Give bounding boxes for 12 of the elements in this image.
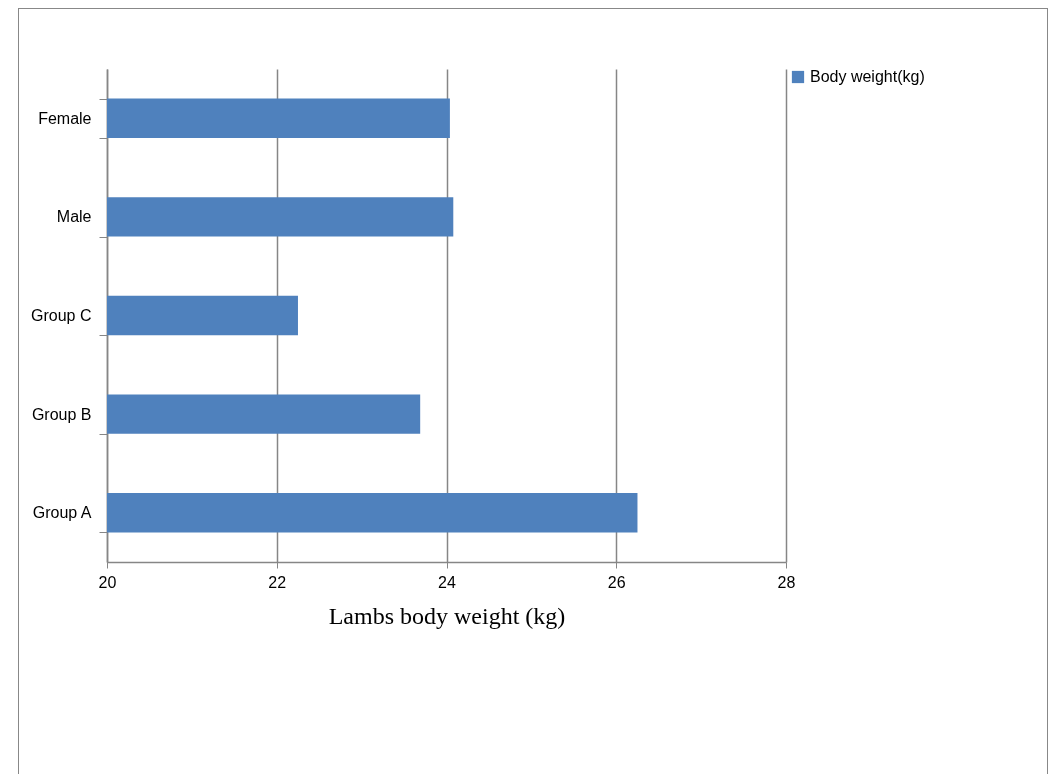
y-tick-label: Group B — [31, 405, 92, 423]
x-axis-title: Lambs body weight (kg) — [328, 602, 566, 629]
x-tick-label: 22 — [268, 573, 287, 591]
legend-label: Body weight(kg) — [810, 68, 925, 85]
y-tick-label: Group A — [32, 504, 92, 522]
x-tick-label: 20 — [98, 573, 117, 591]
x-tick-label: 24 — [438, 573, 456, 591]
x-tick-label: 28 — [777, 573, 796, 591]
y-tick-label: Group C — [31, 307, 92, 324]
x-tick-label: 26 — [607, 573, 626, 591]
y-tick-label: Male — [56, 208, 92, 226]
y-tick-label: Female — [38, 109, 92, 127]
